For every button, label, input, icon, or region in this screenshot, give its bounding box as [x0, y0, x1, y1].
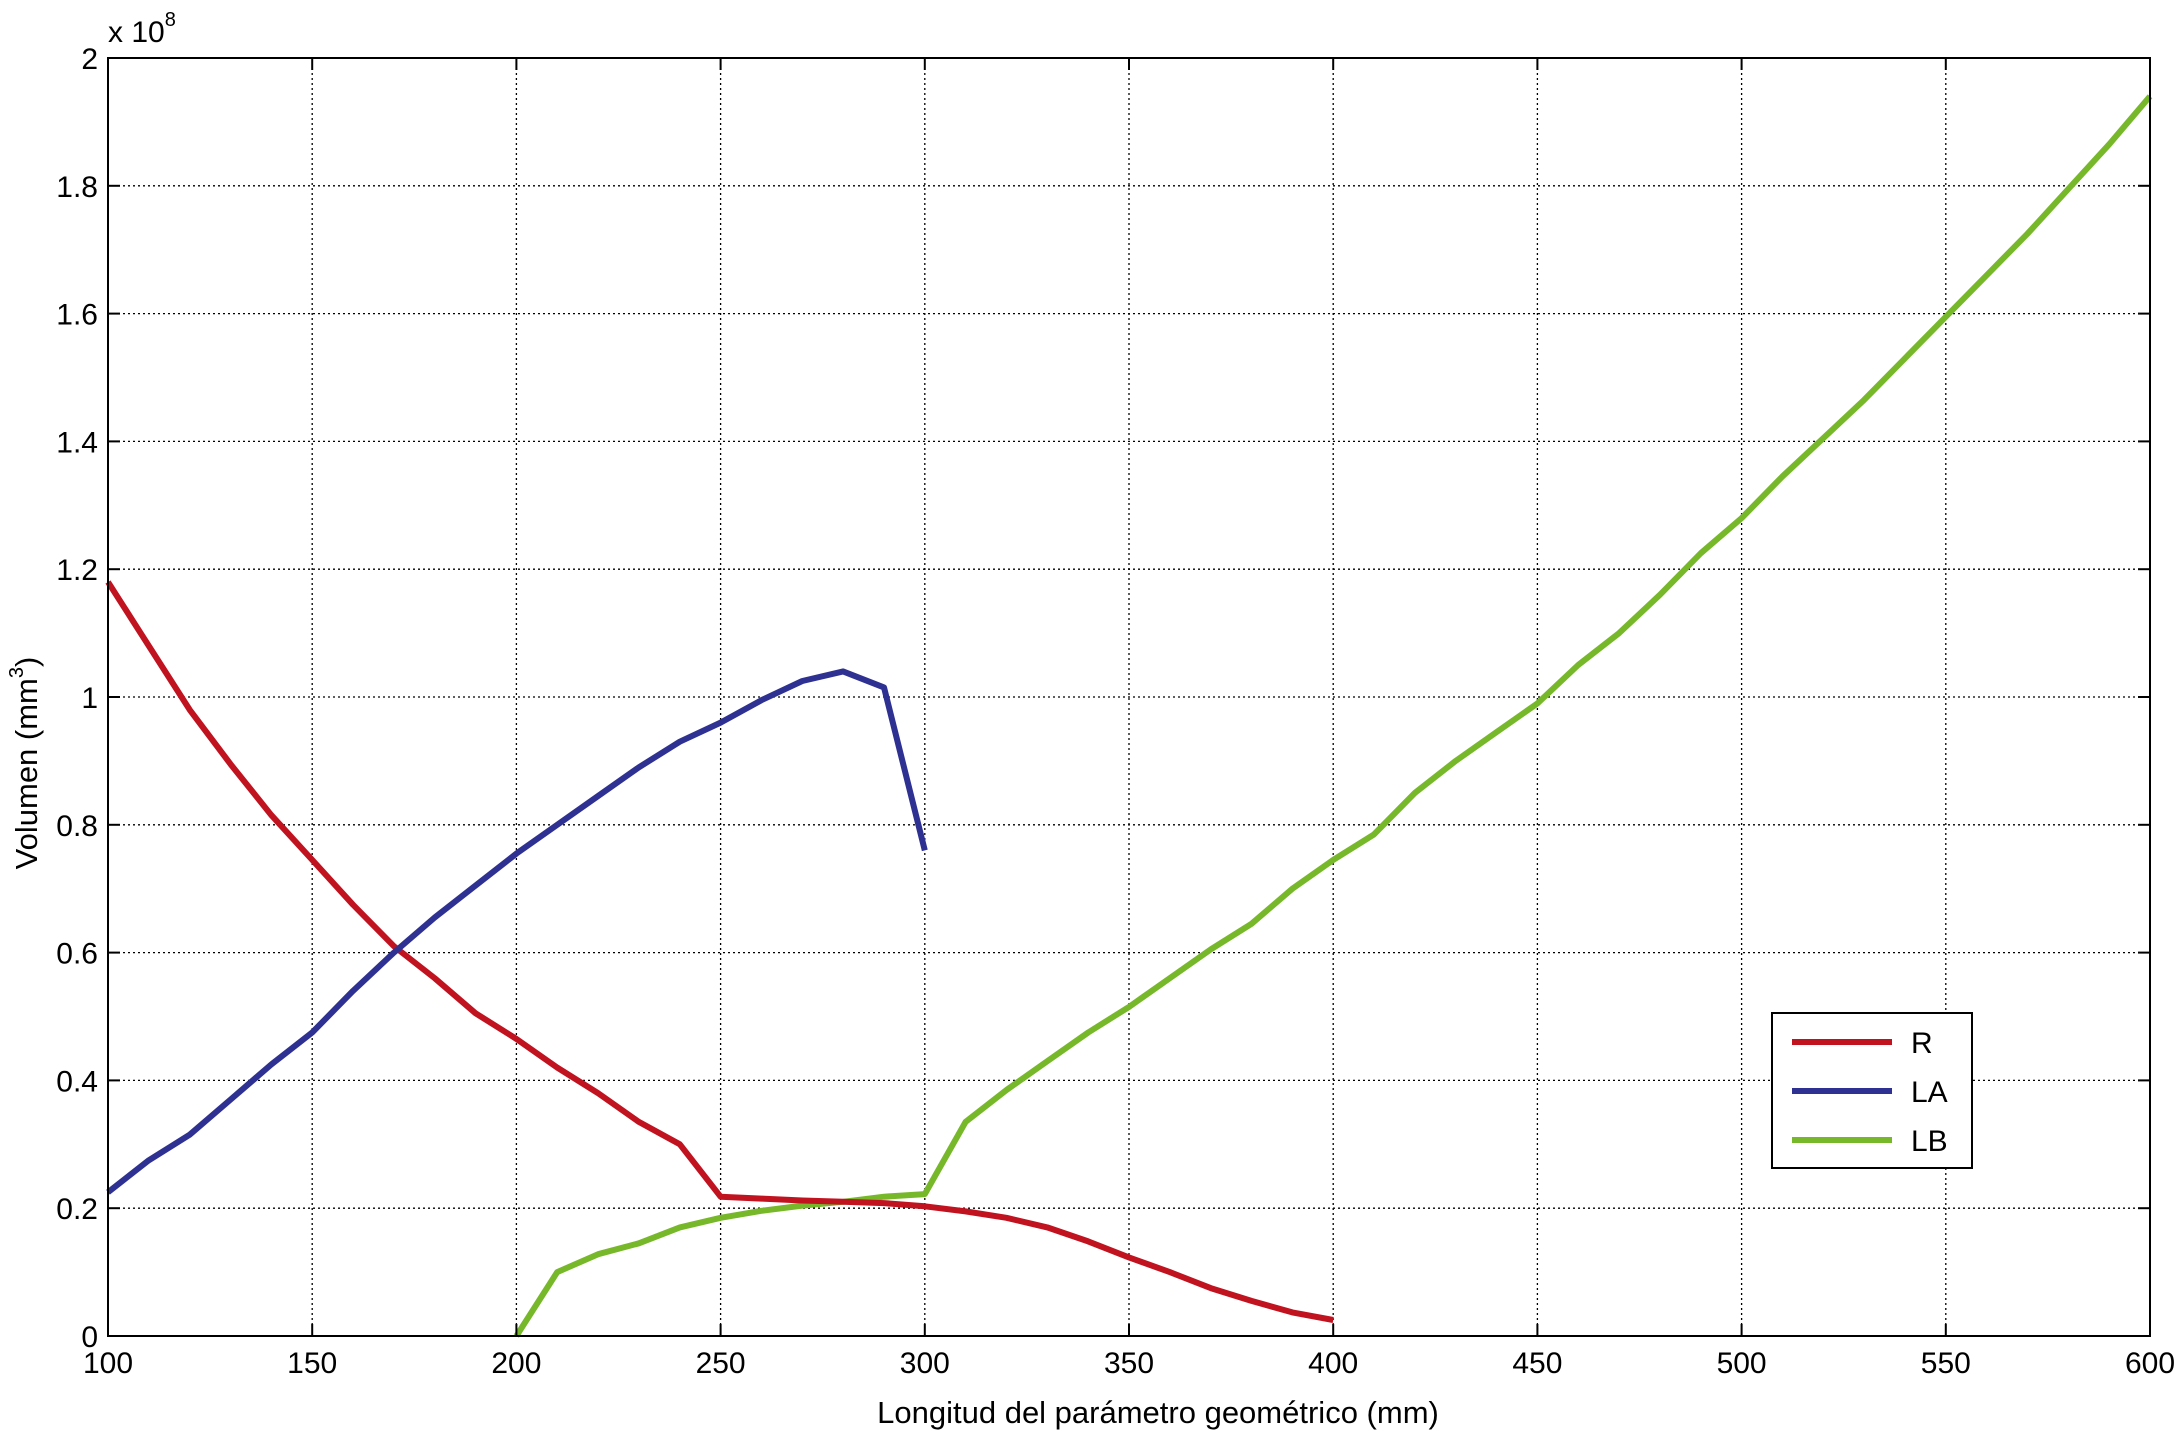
y-tick-label: 0	[81, 1321, 98, 1354]
y-multiplier-base: x 10	[108, 16, 165, 49]
series-group	[105, 94, 2153, 1338]
y-tick-label: 0.2	[56, 1193, 98, 1226]
legend-label-r: R	[1911, 1027, 1933, 1060]
x-tick-label: 100	[83, 1347, 133, 1380]
y-tick-label: 2	[81, 43, 98, 76]
y-axis-label: Volumen (mm3)	[6, 657, 44, 870]
y-tick-label: 1.6	[56, 299, 98, 332]
legend-label-la: LA	[1911, 1076, 1948, 1109]
series-line-r	[105, 580, 1334, 1323]
y-axis-label-superscript: 3	[6, 667, 28, 678]
series-line-la	[106, 668, 928, 1195]
x-tick-label: 250	[696, 1347, 746, 1380]
y-tick-labels: 0 0.2 0.4 0.6 0.8 1 1.2 1.4 1.6 1.8 2	[56, 43, 98, 1354]
y-tick-label: 0.8	[56, 810, 98, 843]
x-tick-label: 400	[1308, 1347, 1358, 1380]
ticks	[107, 57, 2151, 1337]
series-line-lb	[513, 94, 2153, 1338]
y-tick-label: 1.2	[56, 554, 98, 587]
x-tick-label: 500	[1717, 1347, 1767, 1380]
x-tick-label: 450	[1512, 1347, 1562, 1380]
x-tick-label: 200	[491, 1347, 541, 1380]
x-tick-labels: 100 150 200 250 300 350 400 450 500 550 600	[83, 1347, 2175, 1380]
y-tick-label: 1.4	[56, 426, 98, 459]
y-tick-label: 0.4	[56, 1065, 98, 1098]
x-tick-label: 150	[287, 1347, 337, 1380]
y-axis-label-suffix: )	[9, 657, 44, 667]
legend-label-lb: LB	[1911, 1125, 1948, 1158]
x-tick-label: 300	[900, 1347, 950, 1380]
y-tick-label: 0.6	[56, 938, 98, 971]
grid	[108, 58, 2150, 1336]
x-tick-label: 600	[2125, 1347, 2175, 1380]
y-multiplier-exponent: 8	[165, 9, 176, 31]
x-axis-label: Longitud del parámetro geométrico (mm)	[877, 1395, 1439, 1430]
x-tick-label: 550	[1921, 1347, 1971, 1380]
y-multiplier: x 108	[108, 9, 176, 49]
y-tick-label: 1	[81, 682, 98, 715]
y-tick-label: 1.8	[56, 171, 98, 204]
legend: R LA LB	[1771, 1012, 1973, 1169]
x-tick-label: 350	[1104, 1347, 1154, 1380]
y-axis-label-main: Volumen (mm	[9, 678, 44, 869]
